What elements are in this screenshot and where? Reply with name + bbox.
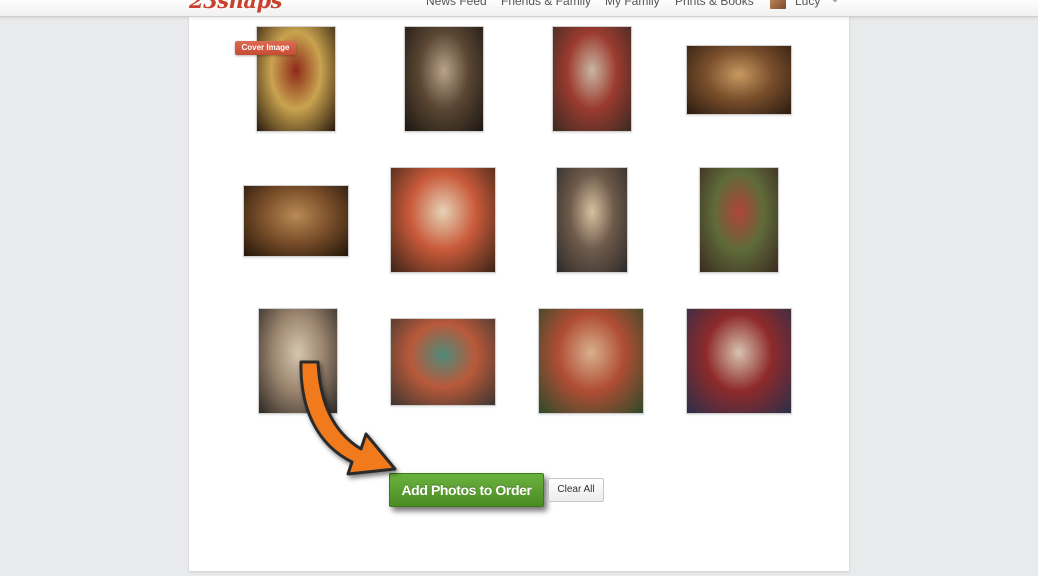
clear-all-button[interactable]: Clear All [548, 478, 604, 502]
photo-grandma-holding-baby[interactable] [686, 308, 792, 414]
photo-baby-with-toy[interactable] [538, 308, 644, 414]
nav-prints-books[interactable]: Prints & Books [675, 0, 754, 8]
photo-baby-lying-under-tree[interactable] [552, 26, 632, 132]
photo-baby-by-christmas-tree[interactable] [699, 167, 779, 273]
photo-baby-in-bouncer[interactable] [258, 308, 338, 414]
cover-image-badge: Cover Image [235, 41, 296, 55]
user-name[interactable]: Lucy [795, 0, 821, 8]
nav-news-feed[interactable]: News Feed [426, 0, 487, 8]
photo-woman-with-baby-bottle[interactable] [404, 26, 484, 132]
photo-baby-in-wicker-basket[interactable] [686, 45, 792, 115]
photo-woman-holding-baby[interactable] [556, 167, 628, 273]
photo-baby-in-hat[interactable] [390, 167, 496, 273]
photo-baby-in-wicker-basket-2[interactable] [243, 185, 349, 257]
nav-my-family[interactable]: My Family [605, 0, 660, 8]
top-nav-bar: 23snaps News Feed Friends & Family My Fa… [0, 0, 1038, 17]
chevron-down-icon[interactable]: ⌄ [830, 0, 840, 5]
user-avatar[interactable] [770, 0, 786, 9]
nav-friends-family[interactable]: Friends & Family [501, 0, 592, 8]
site-logo[interactable]: 23snaps [189, 0, 282, 13]
photo-baby-in-play-ring[interactable] [390, 318, 496, 406]
add-photos-to-order-button[interactable]: Add Photos to Order [389, 473, 544, 507]
